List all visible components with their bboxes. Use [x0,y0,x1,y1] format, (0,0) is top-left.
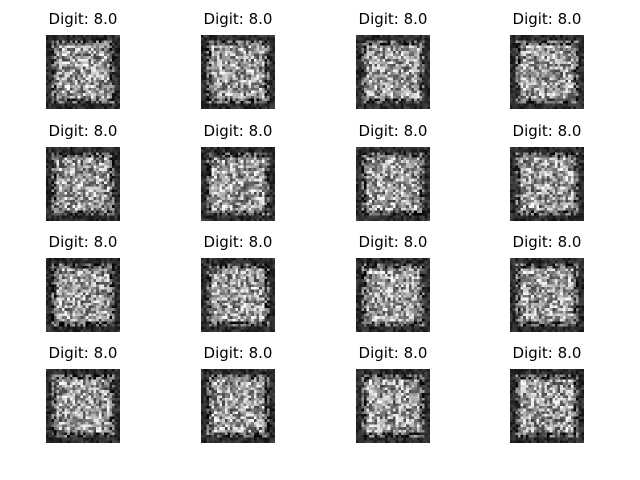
image-panel: Digit: 8.0 [356,10,430,109]
image-panel: Digit: 8.0 [46,122,120,221]
image-panel: Digit: 8.0 [46,344,120,443]
generated-digit-image [510,35,584,109]
generated-digit-image [46,369,120,443]
panel-title: Digit: 8.0 [48,344,118,362]
generated-digit-image [201,369,275,443]
image-panel: Digit: 8.0 [46,233,120,332]
panel-title: Digit: 8.0 [48,122,118,140]
image-panel: Digit: 8.0 [356,233,430,332]
generated-digit-image [356,35,430,109]
generated-digit-image [356,147,430,221]
panel-title: Digit: 8.0 [203,10,273,28]
panel-title: Digit: 8.0 [358,233,428,251]
generated-digit-image [510,369,584,443]
panel-title: Digit: 8.0 [203,344,273,362]
panel-title: Digit: 8.0 [358,344,428,362]
generated-digit-image [356,369,430,443]
panel-title: Digit: 8.0 [512,10,582,28]
generated-digit-image [510,147,584,221]
image-panel: Digit: 8.0 [356,122,430,221]
image-panel: Digit: 8.0 [510,233,584,332]
image-panel: Digit: 8.0 [510,10,584,109]
panel-title: Digit: 8.0 [512,344,582,362]
panel-title: Digit: 8.0 [358,122,428,140]
image-panel: Digit: 8.0 [201,10,275,109]
generated-digit-image [201,35,275,109]
image-panel: Digit: 8.0 [510,122,584,221]
panel-title: Digit: 8.0 [358,10,428,28]
image-panel: Digit: 8.0 [510,344,584,443]
generated-digit-image [46,258,120,332]
panel-title: Digit: 8.0 [48,10,118,28]
panel-title: Digit: 8.0 [512,122,582,140]
generated-digit-image [356,258,430,332]
generated-digit-image [510,258,584,332]
image-panel: Digit: 8.0 [46,10,120,109]
generated-digit-image [201,258,275,332]
generated-digit-image [46,147,120,221]
panel-title: Digit: 8.0 [512,233,582,251]
image-panel: Digit: 8.0 [201,344,275,443]
generated-digit-image [201,147,275,221]
generated-digit-image [46,35,120,109]
panel-title: Digit: 8.0 [203,233,273,251]
panel-title: Digit: 8.0 [203,122,273,140]
panel-title: Digit: 8.0 [48,233,118,251]
image-panel: Digit: 8.0 [356,344,430,443]
image-panel: Digit: 8.0 [201,233,275,332]
image-panel: Digit: 8.0 [201,122,275,221]
